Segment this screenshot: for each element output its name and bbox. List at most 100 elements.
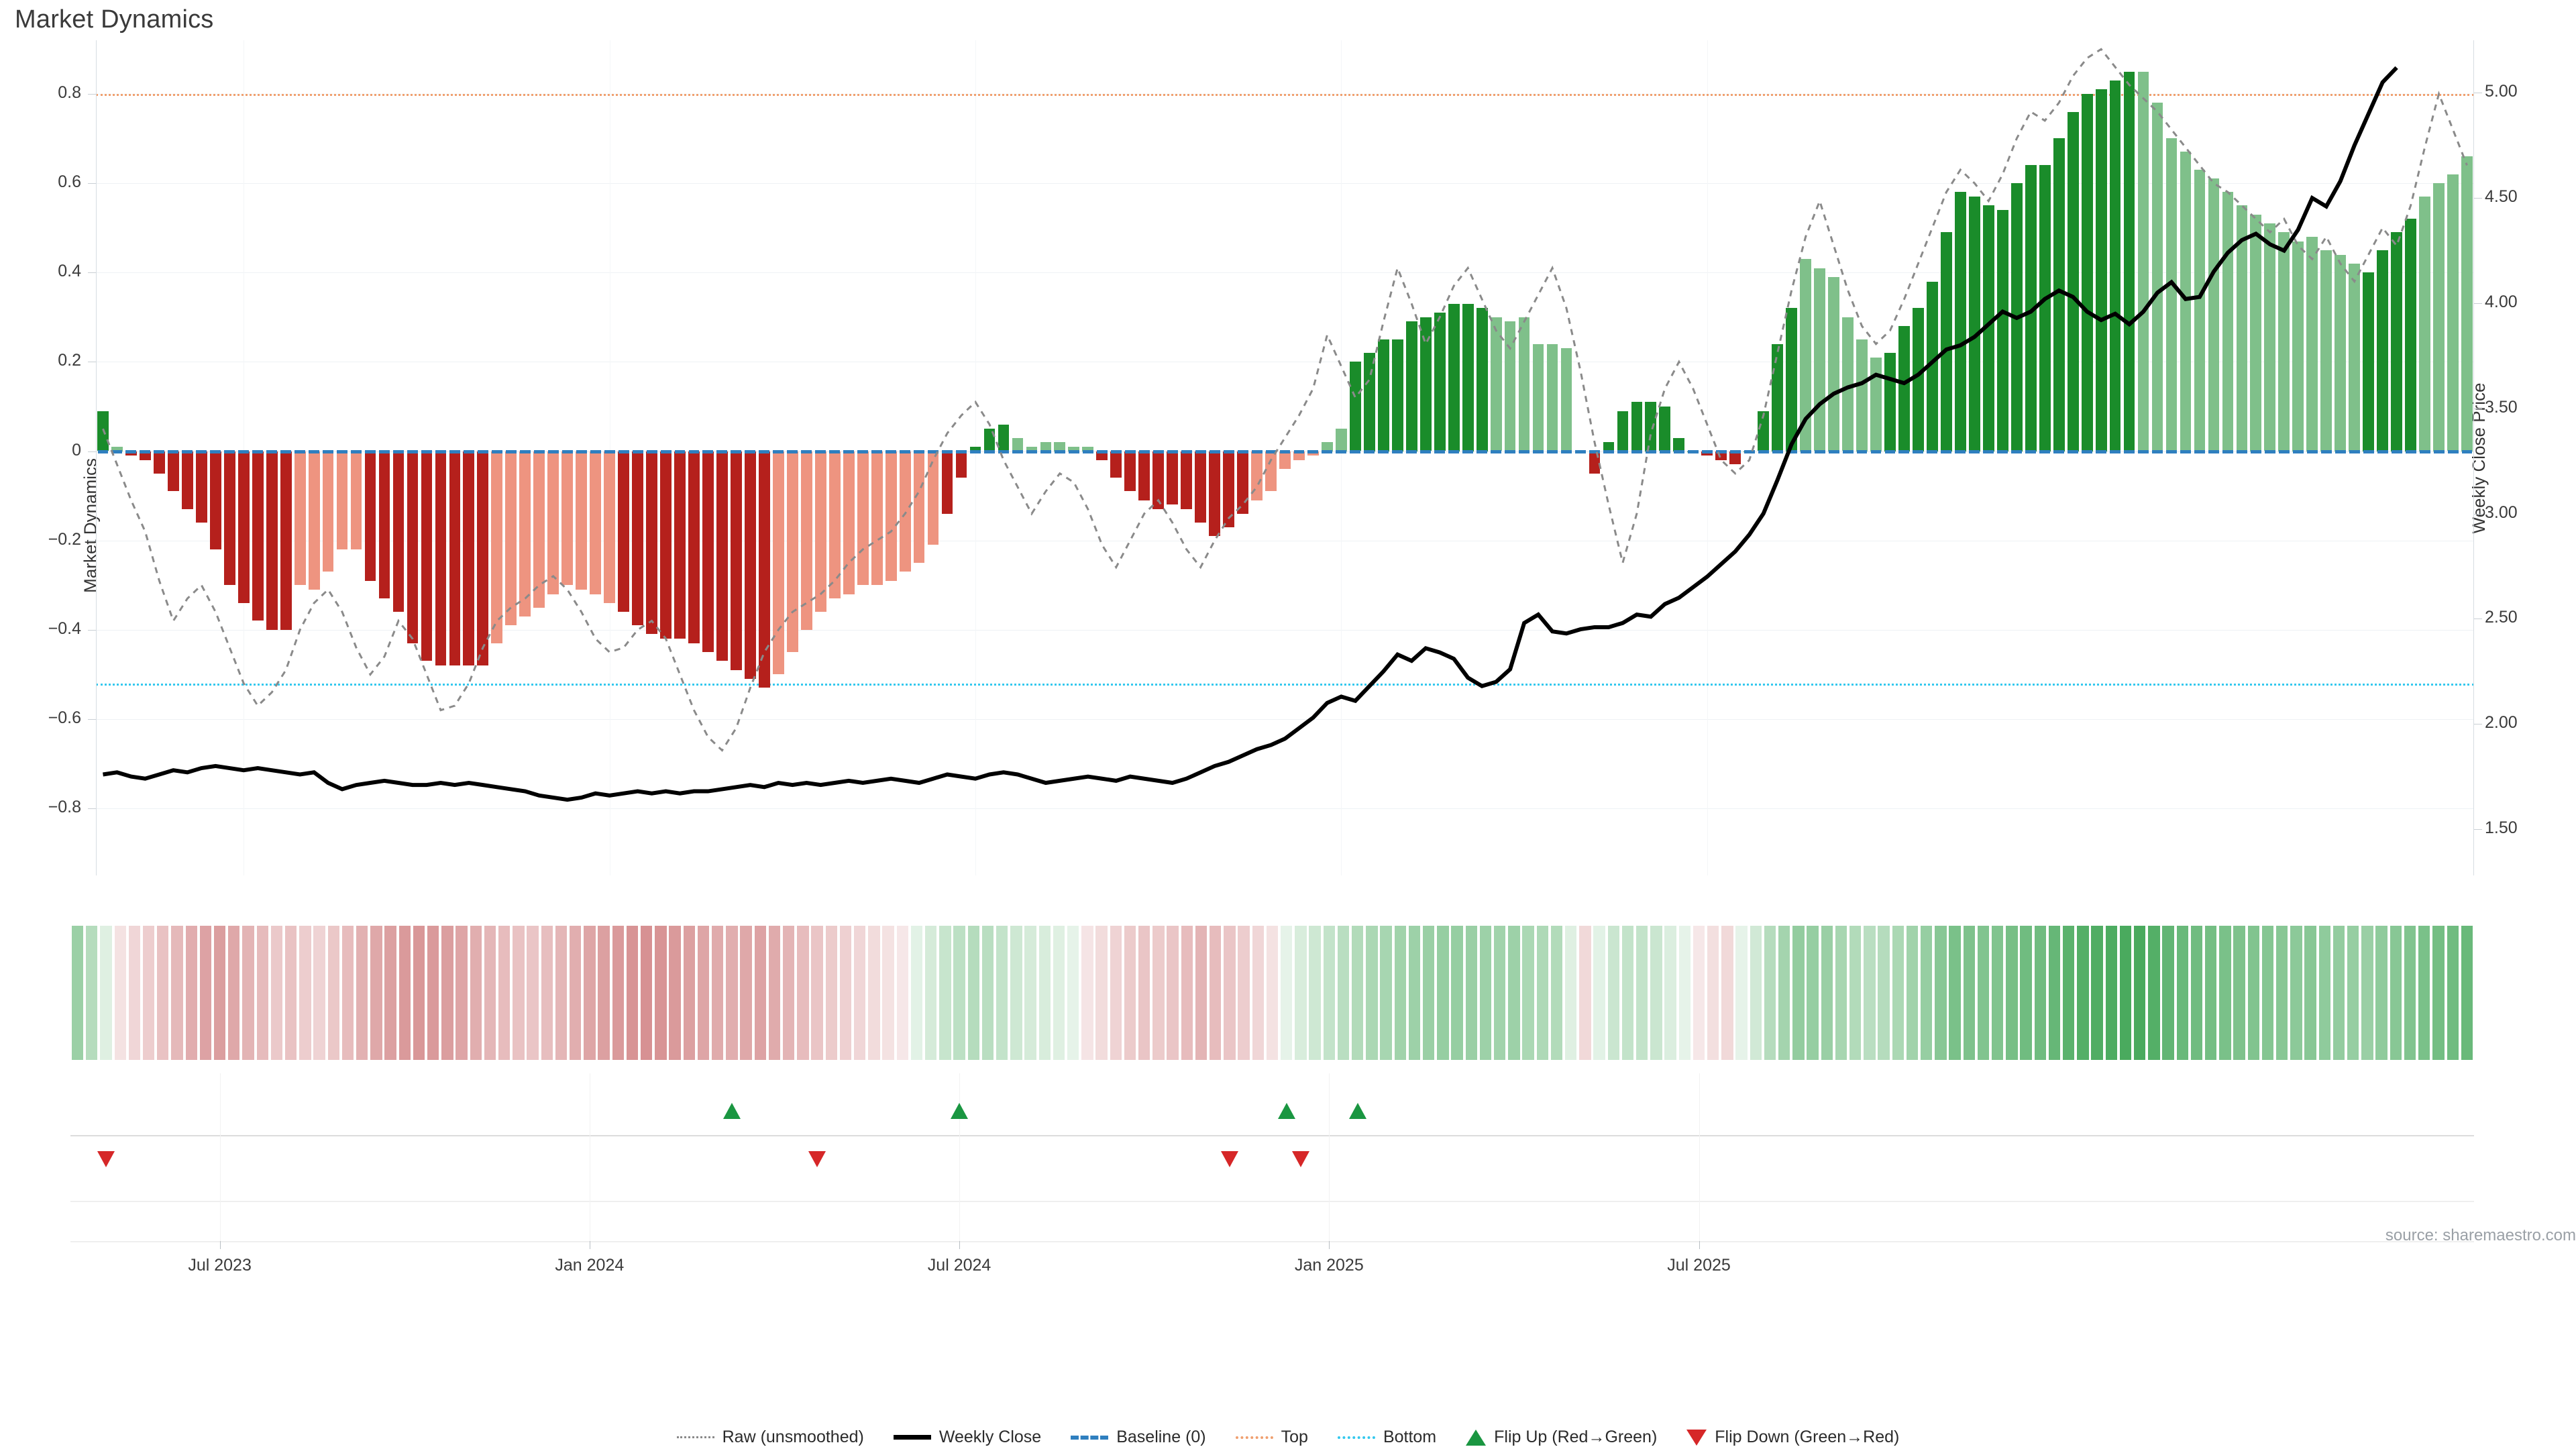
- baseline-segment: [2068, 449, 2079, 453]
- baseline-segment: [970, 449, 981, 453]
- legend-item[interactable]: Flip Up (Red→Green): [1466, 1428, 1657, 1447]
- left-axis-tickmark: [88, 808, 96, 810]
- flip-vertical-gridline: [1329, 1073, 1330, 1241]
- heatmap-cell: [740, 926, 752, 1060]
- heatmap-cell: [555, 926, 568, 1060]
- chart-bar: [2236, 205, 2248, 451]
- heatmap-cell: [1124, 926, 1136, 1060]
- heatmap-cell: [284, 926, 297, 1060]
- heatmap-cell: [1621, 926, 1634, 1060]
- heatmap-cell: [114, 926, 126, 1060]
- baseline-segment: [519, 449, 531, 453]
- heatmap-cell: [711, 926, 724, 1060]
- baseline-segment: [2222, 449, 2233, 453]
- chart-bar: [1546, 343, 1558, 451]
- flip-down-icon: [1686, 1429, 1707, 1446]
- right-axis-tick: 3.50: [2485, 397, 2518, 417]
- baseline-segment: [1927, 449, 1938, 453]
- momentum-heatmap-strip: [70, 926, 2474, 1060]
- baseline-segment: [1758, 449, 1769, 453]
- baseline-segment: [885, 449, 897, 453]
- chart-bar: [2025, 165, 2037, 451]
- chart-bar: [1603, 442, 1615, 451]
- chart-bar: [364, 451, 376, 581]
- baseline-segment: [1519, 449, 1530, 453]
- baseline-segment: [2461, 449, 2473, 453]
- page-title: Market Dynamics: [15, 5, 214, 34]
- legend-swatch-icon: [1071, 1435, 1109, 1440]
- baseline-segment: [2124, 449, 2135, 453]
- heatmap-cell: [1707, 926, 1719, 1060]
- left-axis-tickmark: [88, 93, 96, 95]
- reference-line-top: [96, 93, 2474, 96]
- chart-bar: [618, 451, 629, 612]
- heatmap-cell: [996, 926, 1008, 1060]
- source-caption: source: sharemaestro.com: [2385, 1226, 2576, 1244]
- heatmap-cell: [683, 926, 695, 1060]
- legend-item[interactable]: Flip Down (Green→Red): [1686, 1428, 1899, 1447]
- heatmap-cell: [1366, 926, 1378, 1060]
- heatmap-cell: [484, 926, 496, 1060]
- chart-bar: [1026, 446, 1038, 451]
- baseline-segment: [1012, 449, 1023, 453]
- legend-item[interactable]: Raw (unsmoothed): [676, 1428, 864, 1447]
- baseline-segment: [1392, 449, 1403, 453]
- heatmap-cell: [1949, 926, 1961, 1060]
- heatmap-cell: [1295, 926, 1307, 1060]
- baseline-segment: [1701, 449, 1713, 453]
- heatmap-cell: [356, 926, 368, 1060]
- chart-bar: [1138, 451, 1150, 500]
- chart-bar: [1251, 451, 1263, 500]
- legend-item[interactable]: Baseline (0): [1071, 1428, 1206, 1447]
- heatmap-cell: [939, 926, 951, 1060]
- chart-bar: [2109, 80, 2121, 451]
- heatmap-cell: [427, 926, 439, 1060]
- flip-grid-line: [70, 1241, 2474, 1242]
- baseline-segment: [1983, 449, 1994, 453]
- baseline-segment: [2053, 449, 2065, 453]
- legend-item[interactable]: Top: [1235, 1428, 1308, 1447]
- baseline-segment: [1575, 449, 1586, 453]
- heatmap-cell: [1693, 926, 1705, 1060]
- baseline-segment: [1505, 449, 1516, 453]
- baseline-segment: [1406, 449, 1417, 453]
- baseline-segment: [1350, 449, 1361, 453]
- heatmap-cell: [1465, 926, 1477, 1060]
- flip-up-icon: [1466, 1429, 1487, 1446]
- flip-up-marker-icon: [1277, 1103, 1295, 1119]
- heatmap-cell: [2190, 926, 2203, 1060]
- heatmap-cell: [910, 926, 923, 1060]
- x-axis-tick-label: Jan 2024: [555, 1256, 625, 1275]
- baseline-segment: [2110, 449, 2121, 453]
- chart-bar: [2278, 232, 2290, 451]
- heatmap-cell: [2290, 926, 2302, 1060]
- heatmap-cell: [1095, 926, 1108, 1060]
- legend-item[interactable]: Weekly Close: [893, 1428, 1041, 1447]
- heatmap-cell: [1778, 926, 1790, 1060]
- flip-vertical-gridline: [219, 1073, 221, 1241]
- heatmap-cell: [1266, 926, 1279, 1060]
- heatmap-cell: [1337, 926, 1350, 1060]
- baseline-segment: [379, 449, 390, 453]
- chart-bar: [758, 451, 770, 688]
- chart-bar: [280, 451, 292, 630]
- baseline-segment: [956, 449, 967, 453]
- baseline-segment: [2391, 449, 2402, 453]
- heatmap-cell: [2404, 926, 2416, 1060]
- chart-bar: [2447, 174, 2459, 451]
- heatmap-cell: [2176, 926, 2189, 1060]
- chart-bar: [1856, 339, 1868, 451]
- baseline-segment: [2433, 449, 2445, 453]
- baseline-segment: [365, 449, 376, 453]
- x-axis-tickmark: [1699, 1241, 1700, 1249]
- heatmap-cell: [1522, 926, 1534, 1060]
- chart-bar: [2433, 183, 2445, 451]
- chart-bar: [1729, 451, 1741, 465]
- chart-bar: [167, 451, 179, 492]
- chart-bar: [2391, 232, 2402, 451]
- legend-swatch-icon: [676, 1436, 714, 1438]
- legend-item[interactable]: Bottom: [1337, 1428, 1436, 1447]
- baseline-segment: [1462, 449, 1474, 453]
- heatmap-cell: [2361, 926, 2373, 1060]
- heatmap-cell: [1437, 926, 1449, 1060]
